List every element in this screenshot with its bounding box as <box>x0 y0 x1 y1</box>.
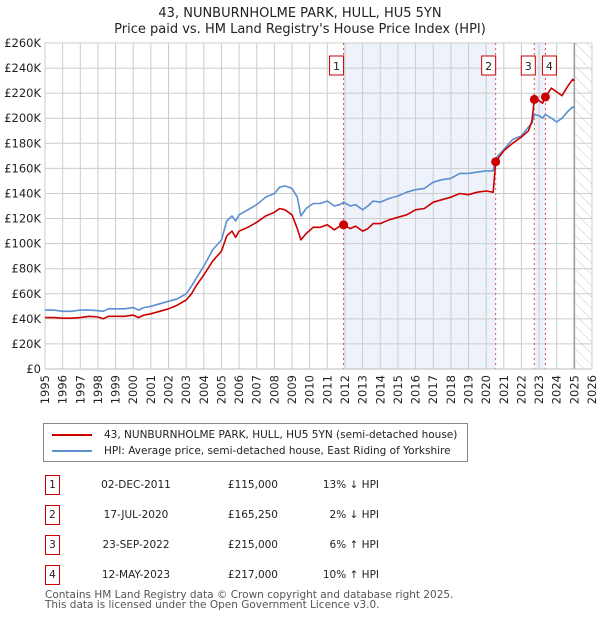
x-tick-label: 2001 <box>144 375 158 404</box>
x-tick-label: 2002 <box>162 375 176 404</box>
table-row: 2 17-JUL-2020 £165,250 2% ↓ HPI <box>43 505 463 525</box>
y-tick-label: £120K <box>4 212 41 226</box>
sale-price: £165,250 <box>227 509 278 521</box>
x-tick-label: 2012 <box>338 375 352 404</box>
price-chart: £0 £20K £40K £60K £80K £100K £120K £140K £160K £1… <box>4 36 599 404</box>
sale-number-badge: 2 <box>45 505 60 525</box>
x-tick-label: 2006 <box>232 375 246 404</box>
footer-attribution: Contains HM Land Registry data © Crown c… <box>45 589 454 611</box>
shaded-range-2 <box>534 43 546 369</box>
property-price-line <box>45 78 575 320</box>
legend-label-hpi: HPI: Average price, semi-detached house,… <box>104 445 451 457</box>
y-tick-label: £80K <box>12 262 42 276</box>
footer-copyright: Contains HM Land Registry data © Crown c… <box>45 589 454 601</box>
y-tick-label: £180K <box>4 136 41 150</box>
x-tick-label: 2009 <box>285 375 299 404</box>
sale-label-4: 4 <box>546 60 553 73</box>
x-tick-label: 2005 <box>214 375 228 404</box>
x-tick-label: 2020 <box>479 375 493 404</box>
hpi-line <box>45 106 575 313</box>
sale-point-3 <box>529 94 539 104</box>
sale-label-2: 2 <box>485 60 492 73</box>
x-tick-label: 2011 <box>320 375 334 404</box>
table-row: 4 12-MAY-2023 £217,000 10% ↑ HPI <box>43 565 463 585</box>
y-tick-label: £20K <box>12 337 42 351</box>
sale-label-box-3 <box>520 55 536 76</box>
sale-number-badge: 4 <box>45 565 60 585</box>
sale-hpi-diff: 10% ↑ HPI <box>322 569 379 581</box>
sale-point-4 <box>540 92 550 102</box>
sale-price: £115,000 <box>227 479 278 491</box>
x-tick-label: 2003 <box>179 375 193 404</box>
legend-item-hpi: HPI: Average price, semi-detached house,… <box>52 443 451 459</box>
sale-price: £217,000 <box>227 569 278 581</box>
sale-date: 17-JUL-2020 <box>103 509 169 521</box>
x-tick-label: 2021 <box>497 375 511 404</box>
y-tick-label: £260K <box>4 36 41 50</box>
sale-date: 23-SEP-2022 <box>102 539 170 551</box>
sale-point-2 <box>491 157 501 167</box>
x-tick-label: 2025 <box>567 375 581 404</box>
x-tick-label: 2015 <box>391 375 405 404</box>
y-tick-label: £240K <box>4 61 41 75</box>
x-tick-label: 2014 <box>373 375 387 404</box>
x-tick-label: 2000 <box>126 375 140 404</box>
x-tick-label: 2022 <box>514 375 528 404</box>
chart-title: 43, NUNBURNHOLME PARK, HULL, HU5 5YN <box>158 6 442 21</box>
sale-label-3: 3 <box>525 60 532 73</box>
x-tick-label: 1998 <box>91 375 105 404</box>
y-tick-label: £160K <box>4 161 41 175</box>
table-row: 1 02-DEC-2011 £115,000 13% ↓ HPI <box>43 475 463 495</box>
x-tick-label: 2010 <box>303 375 317 404</box>
x-tick-label: 2019 <box>461 375 475 404</box>
y-tick-label: £140K <box>4 186 41 200</box>
x-tick-label: 2008 <box>267 375 281 404</box>
x-tick-label: 2023 <box>532 375 546 404</box>
x-tick-label: 2017 <box>426 375 440 404</box>
x-tick-label: 2016 <box>409 375 423 404</box>
y-tick-label: £200K <box>4 111 41 125</box>
legend-label-property: 43, NUNBURNHOLME PARK, HULL, HU5 5YN (se… <box>104 429 458 441</box>
legend-swatch-hpi <box>52 450 92 452</box>
legend-swatch-property <box>52 434 92 436</box>
table-row: 3 23-SEP-2022 £215,000 6% ↑ HPI <box>43 535 463 555</box>
legend-item-property: 43, NUNBURNHOLME PARK, HULL, HU5 5YN (se… <box>52 427 457 443</box>
sale-hpi-diff: 13% ↓ HPI <box>322 479 379 491</box>
y-tick-label: £0 <box>26 362 41 376</box>
x-tick-label: 1997 <box>73 375 87 404</box>
sale-hpi-diff: 2% ↓ HPI <box>329 509 379 521</box>
x-tick-label: 2013 <box>356 375 370 404</box>
shaded-range-1 <box>343 43 496 369</box>
chart-legend: 43, NUNBURNHOLME PARK, HULL, HU5 5YN (se… <box>43 423 468 462</box>
sale-date: 12-MAY-2023 <box>101 569 171 581</box>
forecast-hatch-area <box>574 43 592 369</box>
x-tick-label: 2024 <box>550 375 564 404</box>
sale-label-box-4 <box>541 55 557 76</box>
x-tick-label: 1995 <box>38 375 52 404</box>
sale-label-box-2 <box>481 55 497 76</box>
x-tick-label: 1999 <box>109 375 123 404</box>
chart-subtitle: Price paid vs. HM Land Registry's House … <box>114 22 486 37</box>
x-tick-label: 2018 <box>444 375 458 404</box>
sale-number-badge: 1 <box>45 475 60 495</box>
sale-hpi-diff: 6% ↑ HPI <box>329 539 379 551</box>
y-tick-label: £220K <box>4 86 41 100</box>
x-tick-label: 2007 <box>250 375 264 404</box>
sale-point-1 <box>339 220 349 230</box>
sale-label-box-1 <box>329 55 345 76</box>
sale-label-1: 1 <box>333 60 340 73</box>
sale-number-badge: 3 <box>45 535 60 555</box>
x-tick-label: 2004 <box>197 375 211 404</box>
sale-price: £215,000 <box>227 539 278 551</box>
sale-date: 02-DEC-2011 <box>101 479 171 491</box>
y-tick-label: £100K <box>4 237 41 251</box>
x-tick-label: 2026 <box>585 375 599 404</box>
y-tick-label: £40K <box>12 312 42 326</box>
footer-licence: This data is licensed under the Open Gov… <box>45 599 380 611</box>
y-tick-label: £60K <box>12 287 42 301</box>
x-tick-label: 1996 <box>56 375 70 404</box>
